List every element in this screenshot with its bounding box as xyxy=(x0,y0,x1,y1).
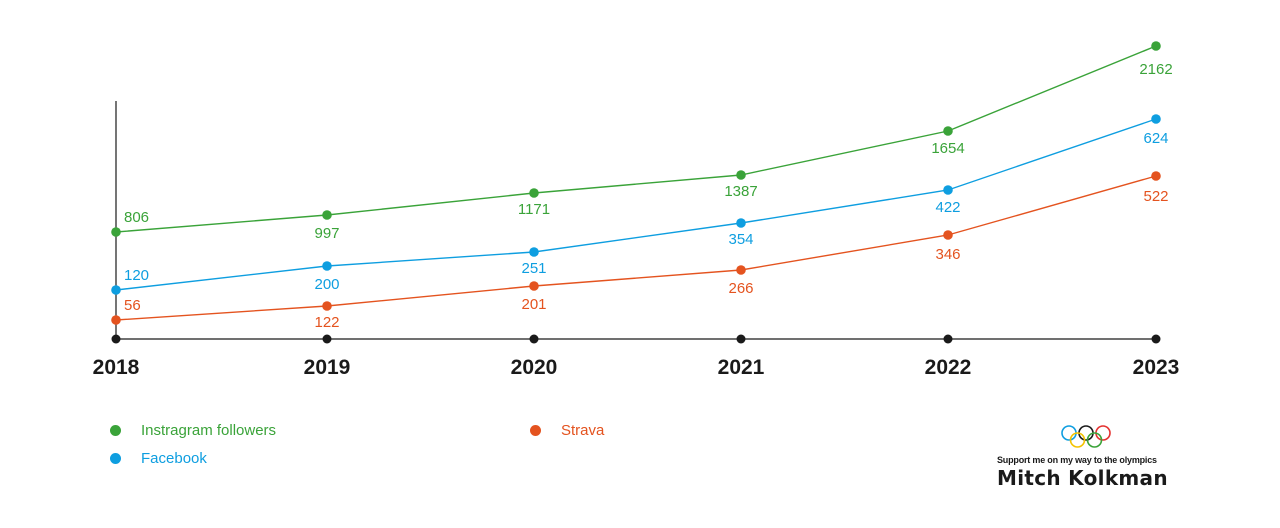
data-point-1-5 xyxy=(1151,114,1161,124)
data-point-2-2 xyxy=(529,281,539,291)
x-axis-dot-1 xyxy=(322,334,332,344)
data-point-0-0 xyxy=(111,227,121,237)
x-tick-label-1: 2019 xyxy=(304,356,351,379)
x-axis-dot-4 xyxy=(943,334,953,344)
legend-label-facebook: Facebook xyxy=(141,450,207,467)
data-label-1-2: 251 xyxy=(521,260,546,277)
x-tick-label-0: 2018 xyxy=(93,356,140,379)
data-label-0-4: 1654 xyxy=(931,140,964,157)
legend-item-strava: Strava xyxy=(530,422,750,442)
data-label-0-2: 1171 xyxy=(518,201,550,218)
series-line-2 xyxy=(115,175,1157,321)
data-label-2-1: 122 xyxy=(314,314,339,331)
legend-dot-facebook xyxy=(110,453,121,464)
data-point-1-1 xyxy=(322,261,332,271)
brand-name: Mitch Kolkman xyxy=(997,466,1168,490)
data-label-2-4: 346 xyxy=(935,246,960,263)
data-point-2-5 xyxy=(1151,171,1161,181)
x-axis-dot-0 xyxy=(111,334,121,344)
data-point-1-0 xyxy=(111,285,121,295)
legend-item-facebook: Facebook xyxy=(110,450,330,470)
x-tick-label-4: 2022 xyxy=(925,356,972,379)
data-point-0-3 xyxy=(736,170,746,180)
data-point-0-1 xyxy=(322,210,332,220)
data-label-1-3: 354 xyxy=(728,231,753,248)
series-line-1 xyxy=(115,118,1157,291)
data-point-2-4 xyxy=(943,230,953,240)
legend-dot-strava xyxy=(530,425,541,436)
data-point-2-0 xyxy=(111,315,121,325)
data-label-0-5: 2162 xyxy=(1139,61,1172,78)
data-point-0-2 xyxy=(529,188,539,198)
x-axis-dot-3 xyxy=(736,334,746,344)
data-label-2-3: 266 xyxy=(728,280,753,297)
data-point-2-1 xyxy=(322,301,332,311)
olympic-rings-icon xyxy=(1061,425,1111,448)
branding: Support me on my way to the olympics Mit… xyxy=(990,424,1190,494)
data-label-0-0: 806 xyxy=(124,209,149,226)
data-point-0-4 xyxy=(943,126,953,136)
data-label-1-0: 120 xyxy=(124,267,149,284)
data-label-1-4: 422 xyxy=(935,199,960,216)
data-label-2-0: 56 xyxy=(124,297,141,314)
legend-item-instagram: Instragram followers xyxy=(110,422,330,442)
x-tick-label-3: 2021 xyxy=(718,356,765,379)
x-tick-label-5: 2023 xyxy=(1133,356,1180,379)
data-point-1-4 xyxy=(943,185,953,195)
data-label-0-1: 997 xyxy=(314,225,339,242)
data-label-2-5: 522 xyxy=(1143,188,1168,205)
data-point-1-3 xyxy=(736,218,746,228)
data-label-0-3: 1387 xyxy=(724,183,757,200)
x-tick-label-2: 2020 xyxy=(511,356,558,379)
data-point-2-3 xyxy=(736,265,746,275)
series-line-0 xyxy=(115,45,1157,233)
x-axis-dot-2 xyxy=(529,334,539,344)
legend-label-strava: Strava xyxy=(561,422,605,439)
x-axis-dot-5 xyxy=(1151,334,1161,344)
data-point-1-2 xyxy=(529,247,539,257)
data-label-2-2: 201 xyxy=(521,296,546,313)
data-label-1-5: 624 xyxy=(1143,130,1168,147)
legend-label-instagram: Instragram followers xyxy=(141,422,277,439)
data-point-0-5 xyxy=(1151,41,1161,51)
data-label-1-1: 200 xyxy=(314,276,339,293)
legend-dot-instagram xyxy=(110,425,121,436)
brand-tagline: Support me on my way to the olympics xyxy=(997,455,1157,465)
